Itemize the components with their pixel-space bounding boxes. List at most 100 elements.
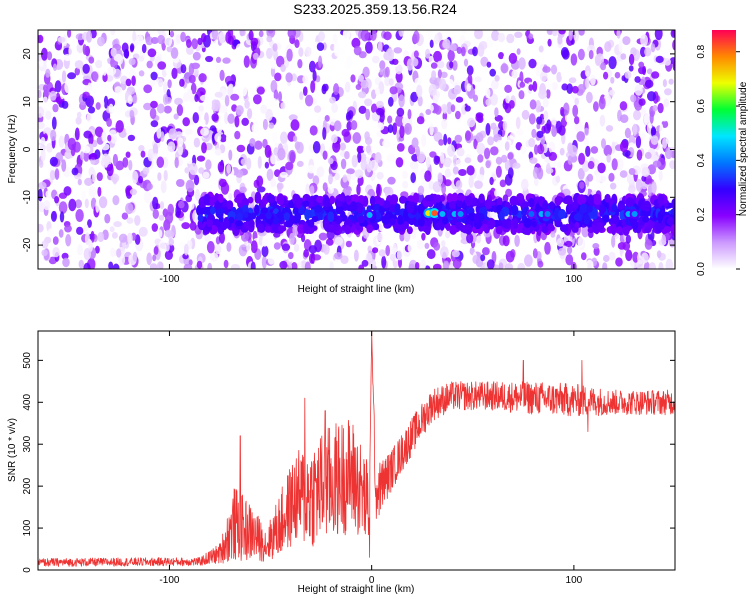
spectrogram-cell — [274, 72, 282, 82]
spectrogram-cell — [542, 97, 549, 108]
spectrogram-cell — [668, 78, 674, 85]
spectrogram-cell — [357, 151, 362, 163]
spectrogram-cell — [256, 175, 264, 188]
spectrogram-cell — [183, 263, 193, 269]
spectrogram-cell — [551, 126, 557, 137]
spectrogram-cell — [364, 98, 373, 107]
spectrogram-cell — [663, 98, 669, 108]
spectrogram-cell — [40, 148, 46, 162]
spectrogram-cell — [396, 143, 405, 152]
spectrogram-cell — [149, 263, 158, 269]
spectrogram-cell — [218, 31, 226, 44]
spectrogram-cell — [385, 245, 391, 257]
spectrogram-cell — [296, 160, 304, 167]
spectrogram-cell — [201, 33, 207, 43]
spectrogram-band-cell — [344, 224, 351, 235]
spectrogram-cell — [261, 245, 269, 257]
spectrogram-cell — [176, 104, 184, 116]
spectrogram-band-cell — [254, 204, 260, 216]
spectrogram-band-cell — [314, 205, 323, 213]
spectrogram-cell — [665, 147, 673, 160]
spectrogram-band-cell — [579, 203, 588, 214]
spectrogram-cell — [143, 84, 153, 94]
spectrogram-band-cell — [509, 195, 519, 206]
spectrogram-band-cell — [369, 195, 376, 206]
spectrogram-cell — [608, 172, 615, 182]
spectrogram-cell — [657, 102, 664, 114]
spectrogram-cell — [214, 244, 222, 255]
spectrogram-cell — [71, 167, 79, 176]
spectrogram-cell — [531, 128, 537, 138]
spectrogram-cell — [158, 214, 165, 221]
spectrogram-cell — [270, 153, 277, 165]
spectrogram-cell — [410, 172, 417, 184]
spectrogram-cell — [333, 120, 342, 132]
spectrogram-cell — [572, 104, 579, 118]
spectrogram-cell — [108, 261, 114, 269]
colorbar-tick-label: 0.4 — [696, 153, 707, 167]
spectrogram-cell — [339, 142, 347, 151]
spectrogram-cell — [51, 116, 57, 130]
spectrogram-cell — [489, 93, 498, 106]
spectrogram-cell — [265, 108, 273, 121]
spectrogram-band-cell — [617, 203, 625, 210]
spectrogram-cell — [452, 154, 458, 167]
spectrogram-cell — [112, 263, 120, 269]
spectrogram-cell — [38, 106, 45, 118]
spectrogram-cell — [445, 230, 451, 239]
spectrogram-cell — [205, 98, 213, 111]
spectrogram-cell — [205, 159, 212, 170]
spectrogram-cell — [360, 79, 369, 89]
spectrogram-cell — [41, 249, 48, 257]
spectrogram-cell — [152, 143, 159, 157]
spectrogram-cell — [88, 240, 93, 253]
spectrogram-cell — [367, 258, 377, 268]
spectrogram-cell — [429, 122, 434, 136]
spectrogram-cell — [393, 47, 403, 54]
spectrogram-cell — [508, 100, 515, 109]
spectrogram-cell — [189, 162, 198, 175]
spectrogram-cell — [447, 144, 455, 157]
spectrogram-cell — [39, 160, 44, 168]
spectrogram-cell — [443, 133, 448, 146]
spectrogram-cell — [110, 134, 117, 144]
spectrogram-band-cell — [236, 212, 243, 222]
spectrogram-band-cell — [276, 193, 285, 206]
spectrogram-cell — [165, 62, 173, 76]
spectrogram-cell — [500, 63, 509, 74]
spectrogram-cell — [351, 154, 358, 168]
spectrogram-cell — [429, 39, 434, 48]
spectrogram-cell — [206, 241, 215, 254]
spectrogram-cell — [518, 57, 526, 70]
spectrogram-cell — [314, 105, 322, 113]
spectrogram-band-cell — [571, 226, 579, 233]
spectrogram-cell — [661, 120, 669, 128]
spectrogram-cell — [577, 48, 585, 61]
spectrogram-cell — [496, 140, 504, 149]
spectrogram-cell — [67, 137, 77, 151]
spectrogram-band-cell — [283, 212, 291, 222]
spectrogram-cell — [214, 91, 223, 98]
spectrogram-band-cell — [670, 208, 675, 215]
spectrogram-band-cell — [499, 210, 505, 222]
spectrogram-cell — [52, 103, 59, 113]
spectrogram-cell — [574, 116, 580, 125]
spectrogram-band-cell — [474, 213, 480, 224]
spectrogram-cell — [106, 117, 112, 127]
spectrogram-cell — [160, 180, 167, 194]
spectrogram-cell — [293, 135, 298, 142]
spectrogram-band-cell — [541, 226, 549, 234]
spectrogram-cell — [177, 137, 184, 147]
spectrogram-band-cell — [571, 201, 579, 210]
colorbar: 0.0 0.2 0.4 0.6 0.8 Normalized spectral ampl… — [696, 30, 749, 276]
spectrogram-cell — [103, 95, 109, 109]
spectrogram-cell — [207, 262, 213, 269]
spectrogram-band-cell — [389, 194, 399, 205]
spectrogram-cell — [100, 157, 110, 168]
spectrogram-band-cell — [573, 213, 583, 222]
spectrogram-cell — [555, 175, 561, 183]
spectrogram-cell — [610, 182, 617, 190]
spectrogram-cell — [396, 107, 405, 117]
spectrogram-cell — [611, 235, 616, 248]
